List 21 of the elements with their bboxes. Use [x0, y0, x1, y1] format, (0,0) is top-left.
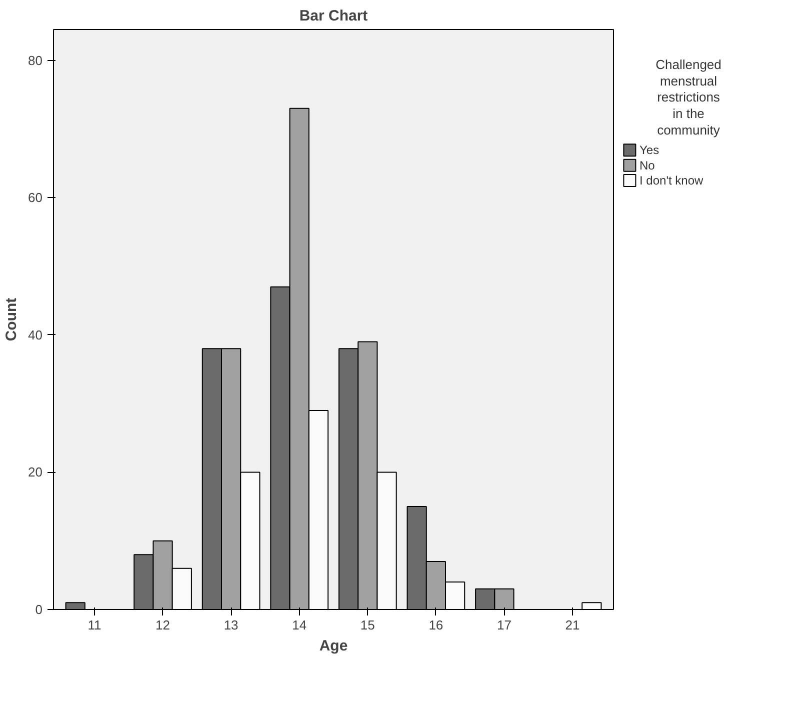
bar — [65, 602, 86, 610]
x-tick-label: 21 — [565, 618, 580, 632]
y-tick-label: 60 — [28, 190, 43, 206]
y-axis-title: Count — [3, 298, 20, 342]
y-tick-label: 20 — [28, 464, 43, 480]
legend-label: Yes — [640, 143, 660, 158]
legend-title: Challenged menstrual restrictions in the community — [656, 56, 722, 138]
x-tick-label: 14 — [292, 618, 307, 632]
x-tick-label: 17 — [497, 618, 512, 632]
legend-label: I don't know — [640, 173, 704, 188]
chart-title: Bar Chart — [299, 8, 368, 24]
x-tick-label: 11 — [88, 618, 102, 632]
x-tick-label: 13 — [224, 618, 238, 632]
y-tick-label: 0 — [35, 602, 43, 617]
y-tick-label: 80 — [28, 52, 43, 68]
x-axis-title: Age — [319, 638, 348, 654]
y-tick-label: 40 — [28, 327, 43, 342]
x-tick-label: 15 — [360, 618, 375, 632]
legend-label: No — [640, 158, 656, 172]
x-tick-label: 12 — [156, 618, 170, 632]
x-tick-label: 16 — [428, 618, 444, 632]
